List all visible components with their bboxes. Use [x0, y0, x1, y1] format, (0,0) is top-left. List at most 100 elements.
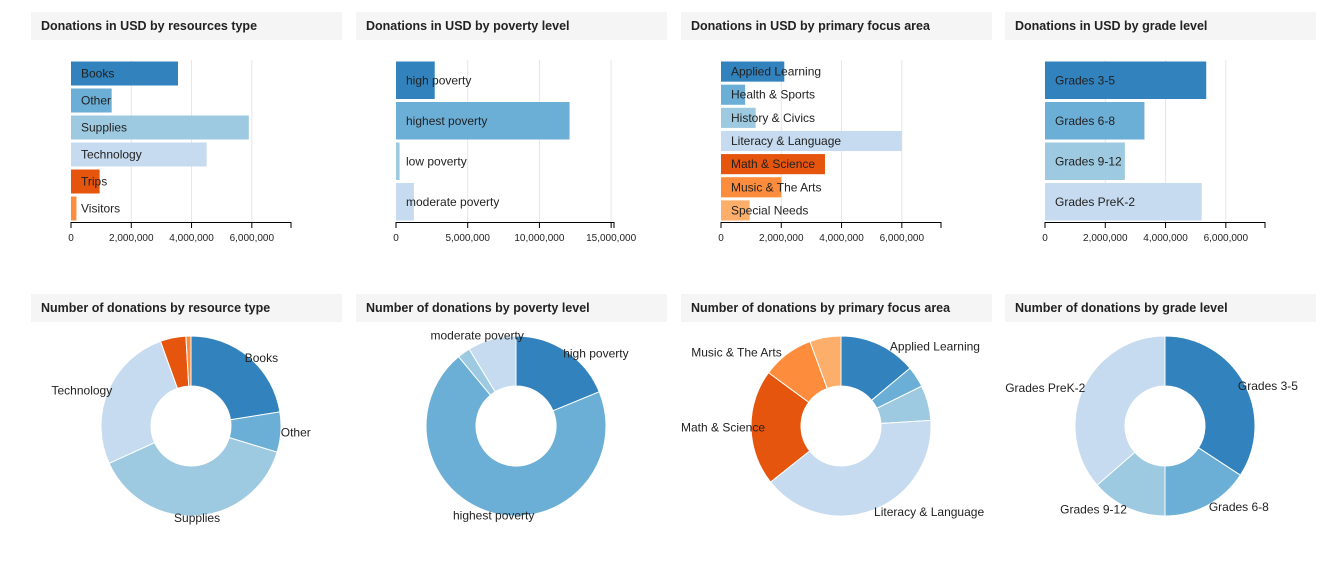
bar-label-supplies: Supplies — [81, 121, 127, 135]
x-tick-label: 6,000,000 — [1204, 233, 1249, 244]
chart-title: Number of donations by grade level — [1005, 294, 1316, 322]
slice-label-grades-9-12: Grades 9-12 — [1060, 503, 1127, 517]
chart-title: Number of donations by primary focus are… — [681, 294, 992, 322]
donut-chart-count-by-focus-area: Applied Learning Literacy & Language Math … — [681, 335, 984, 519]
slice-label-books: Books — [245, 351, 278, 365]
bar-grades-prek-2[interactable] — [1045, 183, 1202, 221]
panel-count-by-resource-type: Number of donations by resource type Boo… — [31, 294, 342, 525]
bar-music-and-the-arts[interactable] — [721, 177, 782, 198]
bar-chart-usd-by-grade-level: Grades 3-5 Grades 6-8 Grades 9-12 Grades Pr… — [1042, 60, 1266, 244]
bar-low-poverty[interactable] — [396, 142, 400, 181]
x-tick-label: 6,000,000 — [230, 233, 275, 244]
bar-moderate-poverty[interactable] — [396, 183, 414, 221]
bar-highest-poverty[interactable] — [396, 102, 570, 140]
bar-technology[interactable] — [71, 142, 207, 167]
chart-title: Donations in USD by resources type — [31, 12, 342, 40]
bar-label-moderate-poverty: moderate poverty — [406, 195, 499, 209]
slice-supplies[interactable] — [108, 437, 278, 517]
slice-label-highest-poverty: highest poverty — [453, 508, 534, 522]
bar-label-books: Books — [81, 67, 114, 81]
x-tick-label: 2,000,000 — [759, 233, 804, 244]
slice-label-literacy-and-language: Literacy & Language — [874, 505, 984, 519]
slice-literacy-and-language[interactable] — [769, 419, 932, 517]
slice-visitors[interactable] — [185, 335, 192, 387]
bar-history-and-civics[interactable] — [721, 107, 756, 128]
bar-literacy-and-language[interactable] — [721, 130, 902, 152]
slice-grades-prek-2[interactable] — [1074, 335, 1166, 486]
bar-chart-usd-by-focus-area: Applied Learning Health & Sports History &… — [718, 60, 942, 244]
x-tick-label: 0 — [718, 233, 724, 244]
bar-chart-usd-by-resource-type: Books Other Supplies Technology Trips Visitor… — [68, 60, 292, 244]
bar-label-highest-poverty: highest poverty — [406, 114, 487, 128]
slice-label-moderate-poverty: moderate poverty — [430, 328, 523, 342]
donut-chart-count-by-resource-type: Books Other Supplies Technology — [52, 335, 311, 525]
bar-other[interactable] — [71, 88, 112, 113]
slice-label-supplies: Supplies — [174, 511, 220, 525]
slice-label-applied-learning: Applied Learning — [890, 340, 980, 354]
x-tick-label: 0 — [1042, 233, 1048, 244]
bar-special-needs[interactable] — [721, 200, 750, 221]
chart-title: Number of donations by resource type — [31, 294, 342, 322]
slice-grades-3-5[interactable] — [1164, 335, 1256, 476]
slice-moderate-poverty[interactable] — [468, 335, 517, 393]
panel-usd-by-grade-level: Donations in USD by grade level Grades 3… — [1005, 12, 1316, 244]
bar-label-visitors: Visitors — [81, 202, 120, 216]
bar-supplies[interactable] — [71, 115, 249, 140]
bar-high-poverty[interactable] — [396, 61, 435, 100]
panel-count-by-focus-area: Number of donations by primary focus are… — [681, 294, 992, 519]
bar-label-grades-3-5: Grades 3-5 — [1055, 73, 1115, 87]
x-tick-label: 4,000,000 — [1143, 233, 1188, 244]
panel-usd-by-focus-area: Donations in USD by primary focus area A… — [681, 12, 992, 244]
slice-label-technology: Technology — [52, 383, 113, 397]
x-tick-label: 15,000,000 — [586, 233, 636, 244]
bar-label-literacy-and-language: Literacy & Language — [731, 134, 841, 148]
bar-grades-3-5[interactable] — [1045, 61, 1207, 100]
bar-math-and-science[interactable] — [721, 154, 825, 175]
bar-grades-6-8[interactable] — [1045, 102, 1145, 140]
slice-books[interactable] — [190, 335, 281, 421]
slice-label-math-and-science: Math & Science — [681, 421, 765, 435]
slice-label-other: Other — [281, 425, 311, 439]
bar-label-grades-9-12: Grades 9-12 — [1055, 154, 1122, 168]
bar-label-music-and-the-arts: Music & The Arts — [731, 180, 821, 194]
x-tick-label: 4,000,000 — [169, 233, 214, 244]
x-tick-label: 10,000,000 — [514, 233, 564, 244]
chart-title: Donations in USD by primary focus area — [681, 12, 992, 40]
slice-technology[interactable] — [100, 340, 179, 464]
bar-books[interactable] — [71, 61, 178, 86]
chart-title: Donations in USD by grade level — [1005, 12, 1316, 40]
bar-label-high-poverty: high poverty — [406, 73, 471, 87]
bar-label-technology: Technology — [81, 148, 142, 162]
donut-chart-count-by-poverty-level: high poverty highest poverty moderate pove… — [425, 328, 629, 522]
slice-highest-poverty[interactable] — [425, 355, 607, 517]
bar-label-grades-6-8: Grades 6-8 — [1055, 114, 1115, 128]
bar-trips[interactable] — [71, 169, 100, 194]
bar-health-and-sports[interactable] — [721, 84, 746, 105]
slice-high-poverty[interactable] — [515, 335, 600, 412]
chart-title: Number of donations by poverty level — [356, 294, 667, 322]
chart-title: Donations in USD by poverty level — [356, 12, 667, 40]
x-tick-label: 0 — [393, 233, 399, 244]
bar-label-special-needs: Special Needs — [731, 203, 808, 217]
bar-label-trips: Trips — [81, 175, 107, 189]
slice-label-music-and-the-arts: Music & The Arts — [691, 345, 781, 359]
bar-label-applied-learning: Applied Learning — [731, 65, 821, 79]
donut-chart-count-by-grade-level: Grades 3-5 Grades 6-8 Grades 9-12 Grades Pr… — [1005, 335, 1298, 517]
slice-math-and-science[interactable] — [750, 371, 811, 483]
bar-label-low-poverty: low poverty — [406, 154, 467, 168]
slice-special-needs[interactable] — [809, 335, 842, 390]
bar-label-math-and-science: Math & Science — [731, 157, 815, 171]
x-tick-label: 2,000,000 — [1083, 233, 1128, 244]
bar-visitors[interactable] — [71, 196, 77, 221]
slice-label-grades-3-5: Grades 3-5 — [1238, 379, 1298, 393]
panel-count-by-grade-level: Number of donations by grade level Grade… — [1005, 294, 1316, 517]
bar-grades-9-12[interactable] — [1045, 142, 1125, 181]
slice-label-grades-prek-2: Grades PreK-2 — [1005, 381, 1085, 395]
slice-label-grades-6-8: Grades 6-8 — [1209, 500, 1269, 514]
slice-label-high-poverty: high poverty — [563, 347, 628, 361]
x-tick-label: 4,000,000 — [819, 233, 864, 244]
bar-applied-learning[interactable] — [721, 61, 785, 82]
bar-label-grades-prek-2: Grades PreK-2 — [1055, 195, 1135, 209]
bar-label-history-and-civics: History & Civics — [731, 111, 815, 125]
bar-label-other: Other — [81, 94, 111, 108]
